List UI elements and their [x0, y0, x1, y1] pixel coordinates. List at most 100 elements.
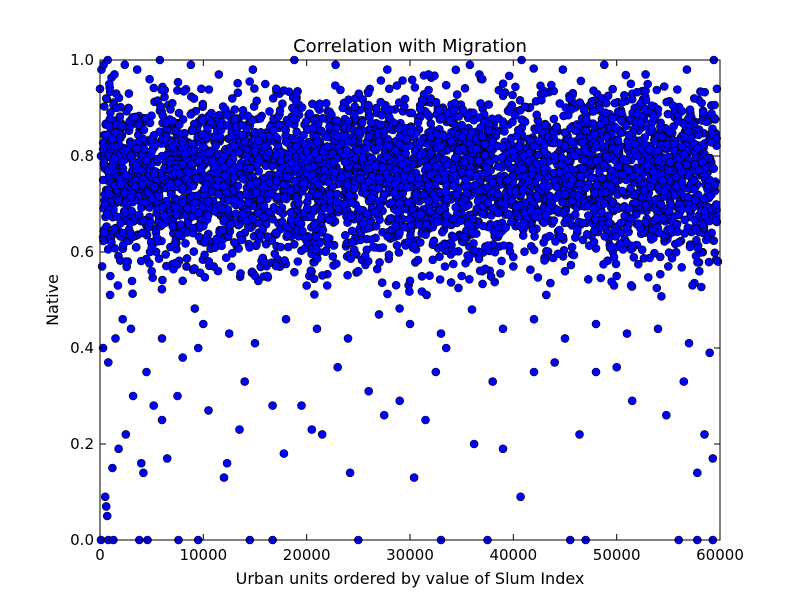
- background-point: [178, 160, 187, 169]
- background-point: [656, 122, 665, 131]
- background-point: [607, 113, 617, 123]
- background-point: [230, 195, 240, 205]
- background-point: [226, 220, 235, 229]
- data-point: [682, 65, 692, 74]
- background-point: [433, 175, 443, 184]
- background-point: [698, 108, 708, 117]
- background-point: [435, 206, 444, 215]
- background-point: [236, 200, 246, 209]
- background-point: [417, 287, 427, 296]
- background-point: [497, 256, 506, 266]
- background-point: [124, 103, 133, 113]
- background-point: [259, 201, 269, 211]
- background-point: [227, 262, 236, 272]
- data-point: [101, 94, 111, 103]
- background-point: [665, 127, 674, 137]
- background-point: [286, 215, 296, 224]
- data-point: [622, 223, 632, 233]
- background-point: [389, 188, 399, 198]
- background-point: [677, 142, 687, 151]
- background-point: [461, 175, 470, 185]
- data-point: [230, 142, 239, 151]
- background-point: [510, 111, 520, 120]
- data-point: [188, 146, 198, 156]
- data-point: [612, 146, 622, 156]
- background-point: [570, 210, 580, 219]
- data-point: [395, 396, 405, 406]
- background-point: [539, 163, 549, 173]
- background-point: [546, 80, 556, 90]
- data-point: [684, 170, 694, 180]
- background-point: [468, 214, 477, 223]
- background-point: [629, 172, 638, 181]
- data-point: [228, 94, 237, 103]
- background-point: [503, 175, 513, 185]
- data-point: [118, 314, 127, 324]
- data-point: [689, 94, 699, 103]
- data-point: [570, 151, 580, 161]
- background-point: [590, 188, 600, 198]
- background-point: [405, 287, 414, 296]
- background-point: [454, 283, 463, 293]
- background-point: [451, 65, 461, 75]
- background-point: [290, 177, 300, 186]
- background-point: [579, 156, 589, 165]
- background-point: [355, 174, 365, 183]
- background-point: [673, 227, 682, 236]
- background-point: [416, 210, 426, 219]
- data-point: [446, 137, 456, 146]
- background-point: [462, 188, 472, 198]
- data-point: [248, 65, 258, 74]
- background-point: [204, 197, 213, 206]
- data-point: [516, 492, 525, 502]
- background-point: [313, 190, 323, 199]
- background-point: [589, 237, 599, 247]
- background-point: [429, 237, 438, 247]
- background-point: [174, 108, 184, 118]
- background-point: [324, 177, 333, 187]
- data-point: [508, 262, 518, 271]
- background-point: [303, 163, 313, 173]
- background-point: [105, 114, 115, 124]
- background-point: [332, 123, 341, 133]
- background-point: [377, 163, 387, 172]
- data-point: [465, 60, 475, 70]
- background-point: [529, 64, 539, 73]
- background-point: [684, 114, 693, 123]
- data-points: [95, 55, 723, 545]
- background-point: [189, 94, 199, 103]
- background-point: [271, 84, 281, 94]
- background-point: [581, 126, 591, 136]
- background-point: [125, 218, 135, 228]
- data-point: [707, 228, 717, 238]
- background-point: [194, 208, 204, 218]
- background-point: [328, 252, 338, 261]
- background-point: [611, 259, 621, 269]
- background-point: [254, 167, 264, 176]
- background-point: [230, 115, 240, 124]
- background-point: [209, 163, 219, 172]
- background-point: [551, 182, 561, 191]
- background-point: [573, 191, 583, 200]
- background-point: [652, 146, 662, 156]
- background-point: [204, 85, 214, 94]
- data-point: [193, 343, 203, 353]
- data-point: [230, 238, 239, 247]
- data-point: [121, 430, 131, 439]
- background-point: [287, 158, 296, 168]
- background-point: [599, 199, 609, 208]
- background-point: [289, 114, 298, 124]
- background-point: [559, 208, 568, 218]
- background-point: [643, 272, 653, 282]
- background-point: [425, 206, 435, 216]
- background-point: [367, 235, 376, 244]
- background-point: [108, 134, 117, 144]
- background-point: [370, 161, 380, 170]
- background-point: [299, 179, 308, 188]
- background-point: [428, 255, 438, 265]
- data-point: [302, 146, 312, 156]
- background-point: [300, 244, 310, 253]
- data-point: [111, 334, 120, 343]
- background-point: [432, 217, 442, 226]
